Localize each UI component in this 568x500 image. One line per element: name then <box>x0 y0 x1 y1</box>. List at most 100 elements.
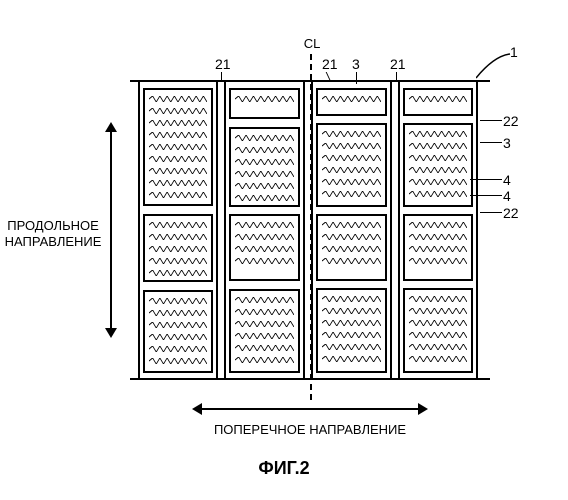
block <box>143 214 213 282</box>
block <box>229 88 300 119</box>
wave-row <box>409 344 467 350</box>
wave-row <box>409 320 467 326</box>
wave-row <box>322 167 381 173</box>
wave-row <box>409 222 467 228</box>
wave-row <box>322 96 381 102</box>
figure-canvas: CL 1 21 21 3 21 22 3 4 4 22 <box>0 0 568 500</box>
callout-3-side: 3 <box>503 135 511 151</box>
block <box>316 214 387 281</box>
wave-row <box>322 344 381 350</box>
wave-row <box>235 222 294 228</box>
wave-row <box>322 246 381 252</box>
wave-row <box>149 192 207 198</box>
callout-4-b-text: 4 <box>503 188 511 204</box>
transverse-label: ПОПЕРЕЧНОЕ НАПРАВЛЕНИЕ <box>200 422 420 438</box>
wave-row <box>149 180 207 186</box>
callout-4-a-text: 4 <box>503 172 511 188</box>
wave-row <box>322 296 381 302</box>
callout-4-b: 4 <box>503 188 511 204</box>
callout-21-b: 21 <box>322 56 338 72</box>
block <box>143 290 213 373</box>
wave-row <box>235 171 294 177</box>
wave-row <box>235 345 294 351</box>
wave-row <box>235 135 294 141</box>
wave-row <box>149 168 207 174</box>
wave-row <box>149 120 207 126</box>
wave-row <box>409 296 467 302</box>
callout-3-side-text: 3 <box>503 135 511 151</box>
wave-row <box>235 183 294 189</box>
wave-row <box>235 246 294 252</box>
wave-row <box>235 321 294 327</box>
longitudinal-line2: НАПРАВЛЕНИЕ <box>5 234 102 249</box>
wave-row <box>149 96 207 102</box>
wave-row <box>235 195 294 201</box>
wave-row <box>322 320 381 326</box>
wave-row <box>149 234 207 240</box>
wave-row <box>149 144 207 150</box>
wave-row <box>322 222 381 228</box>
block <box>403 88 473 116</box>
wave-row <box>322 179 381 185</box>
block <box>316 88 387 116</box>
wave-row <box>322 234 381 240</box>
wave-row <box>149 310 207 316</box>
callout-3-top-text: 3 <box>352 56 360 72</box>
transverse-text: ПОПЕРЕЧНОЕ НАПРАВЛЕНИЕ <box>214 422 406 437</box>
wave-row <box>149 346 207 352</box>
wave-row <box>322 131 381 137</box>
wave-row <box>235 258 294 264</box>
wave-row <box>235 357 294 363</box>
wave-row <box>149 156 207 162</box>
block <box>229 214 300 281</box>
caption-text: ФИГ.2 <box>258 458 309 478</box>
block <box>403 214 473 281</box>
callout-22-a: 22 <box>503 113 519 129</box>
callout-21-a-text: 21 <box>215 56 231 72</box>
figure-caption: ФИГ.2 <box>0 458 568 480</box>
callout-21-a: 21 <box>215 56 231 72</box>
callout-22-a-text: 22 <box>503 113 519 129</box>
centerline <box>310 54 312 400</box>
wave-row <box>409 96 467 102</box>
wave-row <box>149 322 207 328</box>
wave-row <box>235 234 294 240</box>
wave-row <box>149 108 207 114</box>
longitudinal-label: ПРОДОЛЬНОЕ НАПРАВЛЕНИЕ <box>4 218 102 249</box>
wave-row <box>322 155 381 161</box>
wave-row <box>409 332 467 338</box>
wave-row <box>149 358 207 364</box>
wave-row <box>409 191 467 197</box>
callout-22-b: 22 <box>503 205 519 221</box>
wave-row <box>149 246 207 252</box>
wave-row <box>409 179 467 185</box>
longitudinal-line1: ПРОДОЛЬНОЕ <box>7 218 99 233</box>
callout-1-leader <box>476 52 512 80</box>
callout-21-b-text: 21 <box>322 56 338 72</box>
wave-row <box>409 308 467 314</box>
wave-row <box>149 298 207 304</box>
wave-row <box>235 333 294 339</box>
wave-row <box>235 159 294 165</box>
wave-row <box>149 334 207 340</box>
centerline-text: CL <box>304 36 321 51</box>
wave-row <box>149 258 207 264</box>
block <box>403 288 473 373</box>
wave-row <box>235 309 294 315</box>
wave-row <box>149 222 207 228</box>
longitudinal-arrow <box>110 130 112 330</box>
wave-row <box>322 356 381 362</box>
wave-row <box>149 270 207 276</box>
wave-row <box>409 155 467 161</box>
transverse-arrow <box>200 408 420 410</box>
block <box>316 288 387 373</box>
block <box>403 123 473 207</box>
block <box>143 88 213 206</box>
centerline-label: CL <box>302 36 322 52</box>
wave-row <box>409 131 467 137</box>
callout-3-top: 3 <box>352 56 360 72</box>
callout-21-c: 21 <box>390 56 406 72</box>
wave-row <box>322 258 381 264</box>
wave-row <box>322 143 381 149</box>
wave-row <box>235 96 294 102</box>
